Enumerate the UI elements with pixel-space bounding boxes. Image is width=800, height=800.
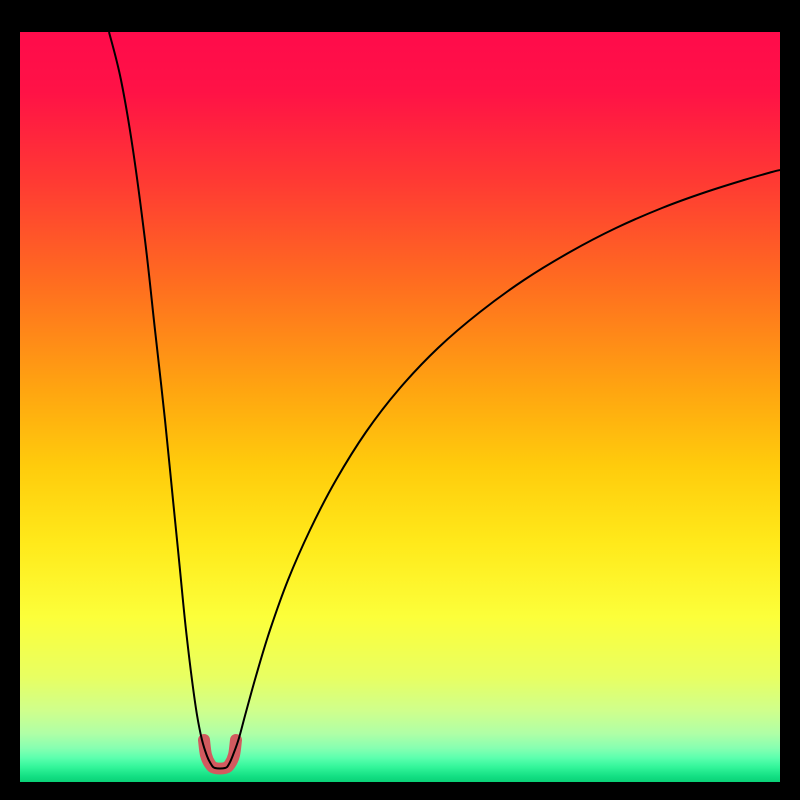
gradient-background: [0, 0, 800, 800]
chart-stage: TheBottleneck.com: [0, 0, 800, 800]
watermark-text: TheBottleneck.com: [578, 6, 790, 33]
